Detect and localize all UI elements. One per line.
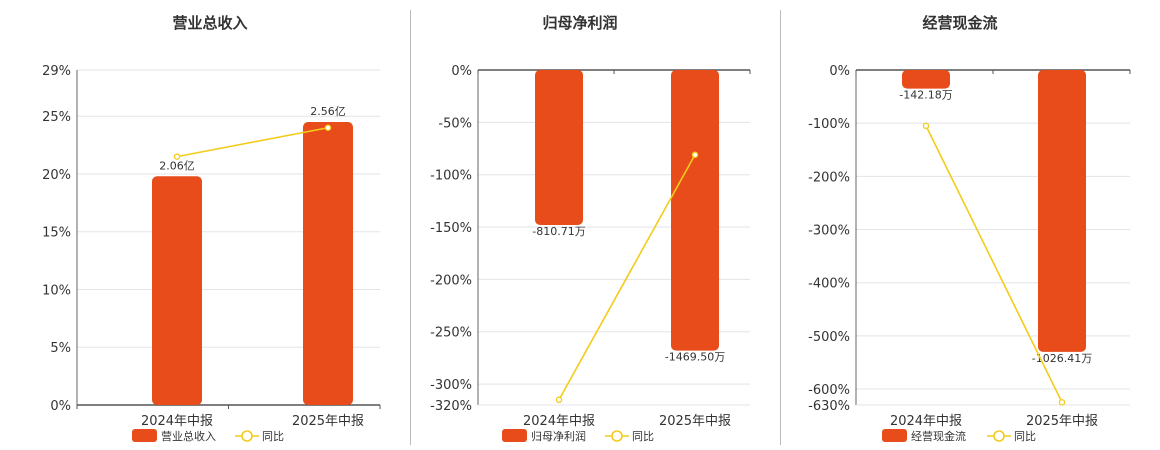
chart-panel-cash-flow: 经营现金流 0% -100% -200% -300% -400% -500% -600% -63… [782,0,1152,450]
bar-data-label: 2.06亿 [159,159,195,172]
legend-label-bar: 经营现金流 [911,429,966,443]
yoy-point [922,122,930,130]
x-category-label: 2025年中报 [292,414,364,429]
yoy-line [925,125,1063,403]
bar-data-label: 2.56亿 [310,105,346,118]
legend-label-bar: 归母净利润 [531,429,586,443]
y-tick-label: -500% [808,330,850,345]
bar-data-label: -810.71万 [532,225,585,238]
x-category-label: 2024年中报 [890,414,962,429]
chart-title: 归母净利润 [542,14,617,32]
legend-swatch-bar [132,429,157,442]
bar [902,70,950,89]
bar [152,176,202,405]
y-tick-label: -200% [808,170,850,185]
legend-swatch-bar [882,429,907,442]
y-tick-label: -250% [430,326,472,341]
panel-divider [780,10,781,445]
bar-data-label: -142.18万 [899,89,952,102]
legend-swatch-marker [611,430,623,442]
bar [535,70,583,225]
legend-label-bar: 营业总收入 [161,429,216,443]
y-tick-label: -150% [430,221,472,236]
yoy-point [324,124,332,132]
yoy-line [558,154,696,401]
legend-label-line: 同比 [632,430,654,443]
x-category-label: 2024年中报 [141,414,213,429]
y-tick-label: -100% [430,169,472,184]
y-tick-label: -630% [808,399,850,414]
bar [1038,70,1086,352]
y-tick-label: 0% [451,64,472,79]
y-tick-label: -300% [808,224,850,239]
bar-data-label: -1026.41万 [1032,352,1092,365]
y-tick-label: 10% [42,283,71,298]
y-tick-label: -400% [808,277,850,292]
chart-panel-net-profit: 归母净利润 0% -50% -100% -150% -200% -250% -300% -320… [412,0,772,450]
x-category-label: 2025年中报 [1026,414,1098,429]
chart-title: 经营现金流 [922,14,997,32]
y-tick-label: -600% [808,383,850,398]
x-category-label: 2025年中报 [659,414,731,429]
y-tick-label: 15% [42,226,71,241]
chart-panel-revenue: 营业总收入 29% 25% 20% 15% 10% 5% 0% 2.06亿 2024年中报 2.56… [0,0,400,450]
y-tick-label: -50% [438,116,472,131]
bar [303,121,353,405]
net-profit-chart: 归母净利润 0% -50% -100% -150% -200% -250% -300% -320… [430,14,751,443]
y-tick-label: 25% [42,110,71,125]
yoy-point [555,396,563,404]
yoy-point [1058,399,1066,406]
yoy-line [176,126,329,158]
y-tick-label: 0% [829,64,850,79]
cash-flow-chart: 经营现金流 0% -100% -200% -300% -400% -500% -600%-63… [808,14,1131,443]
panel-divider [410,10,411,445]
y-tick-label: 20% [42,168,71,183]
yoy-point [173,153,181,160]
y-tick-label: 29% [42,64,71,79]
legend-swatch-marker [993,430,1005,442]
yoy-point [691,151,699,159]
y-tick-label: -320% [430,399,472,414]
y-tick-label: -300% [430,378,472,393]
x-category-label: 2024年中报 [523,414,595,429]
legend-swatch-marker [241,430,253,442]
y-tick-label: 5% [50,341,71,356]
bar-data-label: -1469.50万 [665,351,725,364]
y-tick-label: -200% [430,273,472,288]
legend-label-line: 同比 [1014,430,1036,443]
y-tick-label: 0% [50,399,71,414]
chart-title: 营业总收入 [172,14,247,32]
legend-swatch-bar [502,429,527,442]
y-tick-label: -100% [808,117,850,132]
bar [671,70,719,351]
legend-label-line: 同比 [262,430,284,443]
revenue-chart: 营业总收入 29% 25% 20% 15% 10% 5% 0% 2.06亿 2024年中报 2.56… [42,14,381,443]
